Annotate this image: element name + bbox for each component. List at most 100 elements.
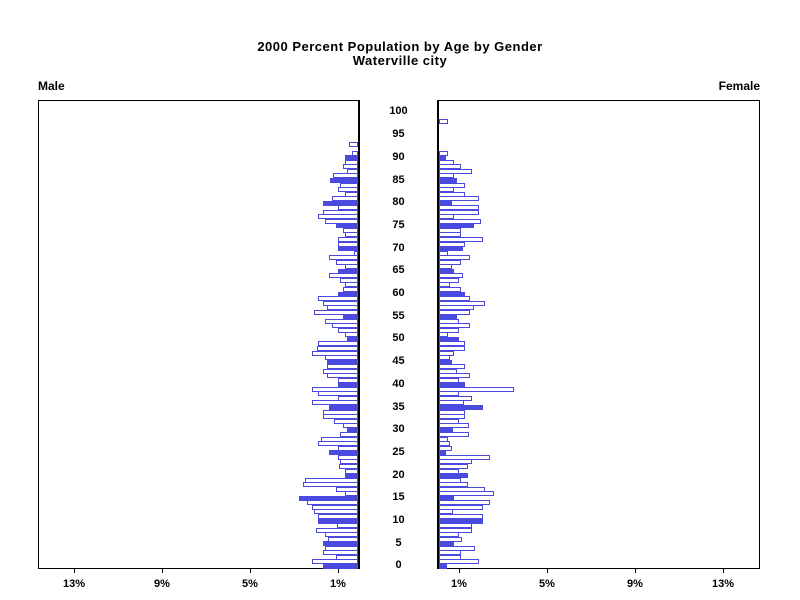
male-bar-age-72	[338, 237, 358, 242]
male-bar-age-34	[323, 410, 358, 415]
age-label-20: 20	[392, 469, 405, 481]
female-bar-age-79	[439, 205, 479, 210]
male-bar-age-49	[318, 341, 358, 346]
x-axis-tick	[74, 569, 75, 573]
male-bar-age-19	[305, 478, 358, 483]
age-label-95: 95	[392, 128, 405, 140]
male-bar-age-6	[328, 537, 358, 542]
x-axis-tick-label: 1%	[330, 578, 346, 590]
age-label-45: 45	[392, 355, 405, 367]
male-bar-age-36	[312, 400, 358, 405]
male-bar-age-41	[338, 378, 358, 383]
male-bar-age-86	[333, 173, 358, 178]
x-axis-tick-label: 13%	[62, 578, 86, 590]
male-bar-age-90	[345, 155, 358, 160]
male-bar-age-30	[347, 428, 358, 433]
female-bar-age-60	[439, 292, 465, 297]
female-bar-age-28	[439, 437, 448, 442]
female-panel-label: Female	[718, 79, 760, 93]
male-bar-age-26	[338, 446, 358, 451]
male-bar-age-65	[338, 269, 358, 274]
x-axis-tick	[635, 569, 636, 573]
age-label-50: 50	[392, 332, 405, 344]
x-axis-tick-label: 13%	[711, 578, 735, 590]
male-bar-age-39	[312, 387, 358, 392]
female-bar-age-37	[439, 396, 472, 401]
male-bar-age-8	[316, 528, 358, 533]
chart-title-line1: 2000 Percent Population by Age by Gender	[257, 39, 543, 54]
female-bar-age-17	[439, 487, 485, 492]
male-bar-age-74	[343, 228, 358, 233]
female-bar-age-98	[439, 119, 448, 124]
female-bar-age-72	[439, 237, 483, 242]
age-label-15: 15	[392, 491, 405, 503]
female-bar-age-63	[439, 278, 459, 283]
female-bar-age-24	[439, 455, 490, 460]
age-label-65: 65	[392, 264, 405, 276]
female-bar-age-4	[439, 546, 475, 551]
male-panel-label: Male	[38, 79, 65, 93]
female-bar-age-39	[439, 387, 514, 392]
chart-title-line2: Waterville city	[352, 53, 448, 68]
x-axis-tick	[547, 569, 548, 573]
female-bar-age-30	[439, 428, 453, 433]
female-bar-age-6	[439, 537, 462, 542]
age-label-55: 55	[392, 310, 405, 322]
male-bar-age-4	[325, 546, 358, 551]
female-bar-age-0	[439, 564, 447, 569]
female-bar-age-11	[439, 514, 483, 519]
age-label-30: 30	[392, 423, 405, 435]
male-bar-age-47	[312, 351, 358, 356]
female-bar-age-87	[439, 169, 472, 174]
female-bar-age-56	[439, 310, 470, 315]
age-label-75: 75	[392, 219, 405, 231]
age-label-40: 40	[392, 378, 405, 390]
male-bar-age-56	[314, 310, 358, 315]
male-bar-age-48	[317, 346, 358, 351]
age-label-80: 80	[392, 196, 405, 208]
male-bar-age-13	[312, 505, 358, 510]
x-axis-tick	[338, 569, 339, 573]
age-label-0: 0	[395, 559, 402, 571]
female-bar-age-8	[439, 528, 472, 533]
female-bar-age-47	[439, 351, 454, 356]
female-bar-age-82	[439, 192, 465, 197]
female-bar-age-26	[439, 446, 452, 451]
female-bar-age-71	[439, 242, 465, 247]
x-axis-tick	[723, 569, 724, 573]
female-bar-age-48	[439, 346, 465, 351]
male-bar-age-50	[347, 337, 358, 342]
male-bar-age-61	[343, 287, 358, 292]
male-bar-age-89	[345, 160, 358, 165]
male-bar-age-78	[323, 210, 358, 215]
female-bar-age-61	[439, 287, 461, 292]
male-bar-age-93	[349, 142, 358, 147]
age-label-5: 5	[395, 537, 402, 549]
female-bar-age-85	[439, 178, 457, 183]
female-bar-age-45	[439, 360, 452, 365]
male-bar-age-0	[323, 564, 358, 569]
female-bar-age-10	[439, 519, 483, 524]
female-bar-age-19	[439, 478, 461, 483]
male-bar-age-37	[338, 396, 358, 401]
female-bar-age-41	[439, 378, 459, 383]
male-bar-age-35	[329, 405, 358, 410]
female-bar-age-34	[439, 410, 465, 415]
female-bar-age-2	[439, 555, 461, 560]
age-label-10: 10	[392, 514, 405, 526]
female-bar-age-13	[439, 505, 483, 510]
male-chart-panel	[38, 100, 360, 569]
female-bar-age-14	[439, 500, 490, 505]
female-chart-panel	[437, 100, 760, 569]
female-bar-age-58	[439, 301, 485, 306]
male-bar-age-32	[334, 419, 358, 424]
male-bar-age-22	[339, 464, 358, 469]
male-bar-age-43	[323, 369, 358, 374]
male-bar-age-45	[327, 360, 358, 365]
female-bar-age-67	[439, 260, 461, 265]
male-bar-age-82	[345, 192, 358, 197]
x-axis-tick	[250, 569, 251, 573]
chart-title: 2000 Percent Population by Age by Gender…	[0, 40, 800, 68]
age-label-25: 25	[392, 446, 405, 458]
